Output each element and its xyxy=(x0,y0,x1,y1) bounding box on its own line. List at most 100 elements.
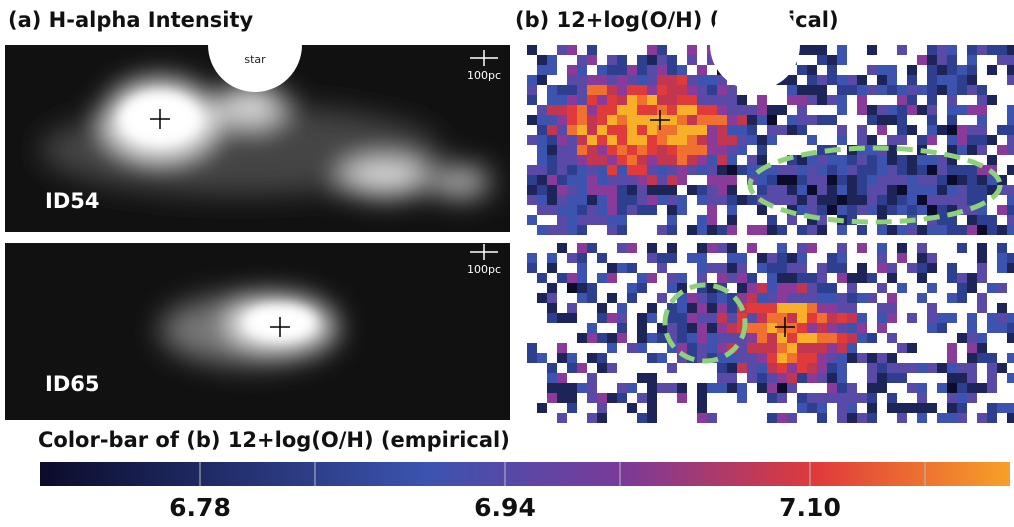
pixel xyxy=(717,75,727,85)
pixel xyxy=(807,155,817,165)
pixel xyxy=(557,105,567,115)
pixel xyxy=(1007,195,1014,205)
pixel xyxy=(727,323,737,333)
pixel xyxy=(557,215,567,225)
pixel xyxy=(697,273,707,283)
pixel xyxy=(977,225,987,235)
pixel xyxy=(777,175,787,185)
pixel xyxy=(877,175,887,185)
pixel xyxy=(947,413,957,423)
pixel xyxy=(957,165,967,175)
pixel xyxy=(897,175,907,185)
pixel xyxy=(937,155,947,165)
pixel xyxy=(807,225,817,235)
pixel xyxy=(707,145,717,155)
pixel xyxy=(977,263,987,273)
pixel xyxy=(1007,125,1014,135)
pixel xyxy=(727,333,737,343)
pixel xyxy=(857,135,867,145)
pixel xyxy=(677,353,687,363)
pixel xyxy=(687,45,697,55)
pixel xyxy=(937,85,947,95)
pixel xyxy=(727,185,737,195)
pixel xyxy=(857,243,867,253)
pixel xyxy=(697,65,707,75)
pixel xyxy=(747,343,757,353)
pixel xyxy=(537,155,547,165)
pixel xyxy=(807,215,817,225)
pixel xyxy=(797,263,807,273)
pixel xyxy=(777,253,787,263)
pixel xyxy=(747,283,757,293)
pixel xyxy=(557,155,567,165)
pixel xyxy=(737,125,747,135)
pixel xyxy=(987,373,997,383)
scale-bar xyxy=(470,244,498,260)
pixel xyxy=(807,115,817,125)
pixel xyxy=(847,293,857,303)
pixel xyxy=(947,115,957,125)
pixel xyxy=(927,185,937,195)
pixel xyxy=(837,353,847,363)
pixel xyxy=(727,145,737,155)
pixel xyxy=(827,175,837,185)
pixel xyxy=(537,353,547,363)
pixel xyxy=(797,353,807,363)
pixel xyxy=(827,55,837,65)
pixel xyxy=(977,413,987,423)
pixel xyxy=(807,303,817,313)
pixel xyxy=(567,383,577,393)
pixel xyxy=(797,343,807,353)
pixel xyxy=(917,55,927,65)
pixel xyxy=(727,205,737,215)
pixel xyxy=(967,383,977,393)
pixel xyxy=(577,85,587,95)
pixel xyxy=(817,273,827,283)
pixel xyxy=(647,45,657,55)
pixel xyxy=(777,293,787,303)
pixel xyxy=(897,403,907,413)
pixel xyxy=(787,303,797,313)
pixel xyxy=(887,205,897,215)
pixel xyxy=(637,343,647,353)
pixel xyxy=(957,185,967,195)
pixel xyxy=(637,95,647,105)
pixel xyxy=(707,293,717,303)
pixel xyxy=(537,115,547,125)
pixel xyxy=(867,175,877,185)
pixel xyxy=(877,115,887,125)
pixel xyxy=(987,323,997,333)
pixel xyxy=(607,75,617,85)
pixel xyxy=(627,75,637,85)
pixel xyxy=(537,175,547,185)
pixel xyxy=(707,343,717,353)
pixel xyxy=(767,253,777,263)
pixel xyxy=(907,175,917,185)
pixel xyxy=(947,383,957,393)
pixel xyxy=(947,185,957,195)
pixel xyxy=(657,353,667,363)
pixel xyxy=(977,45,987,55)
pixel xyxy=(827,75,837,85)
pixel xyxy=(617,65,627,75)
pixel xyxy=(777,263,787,273)
pixel xyxy=(697,343,707,353)
pixel xyxy=(937,323,947,333)
pixel xyxy=(687,225,697,235)
pixel xyxy=(587,195,597,205)
pixel xyxy=(937,195,947,205)
pixel xyxy=(897,105,907,115)
pixel xyxy=(967,85,977,95)
pixel xyxy=(967,125,977,135)
pixel xyxy=(947,373,957,383)
pixel xyxy=(887,263,897,273)
region-ellipse xyxy=(747,145,1003,225)
object-id: ID54 xyxy=(45,189,99,213)
pixel xyxy=(997,283,1007,293)
colorbar-tick-label: 6.78 xyxy=(169,493,231,522)
pixel xyxy=(627,145,637,155)
pixel xyxy=(667,155,677,165)
pixel xyxy=(567,215,577,225)
pixel xyxy=(797,65,807,75)
pixel xyxy=(997,45,1007,55)
